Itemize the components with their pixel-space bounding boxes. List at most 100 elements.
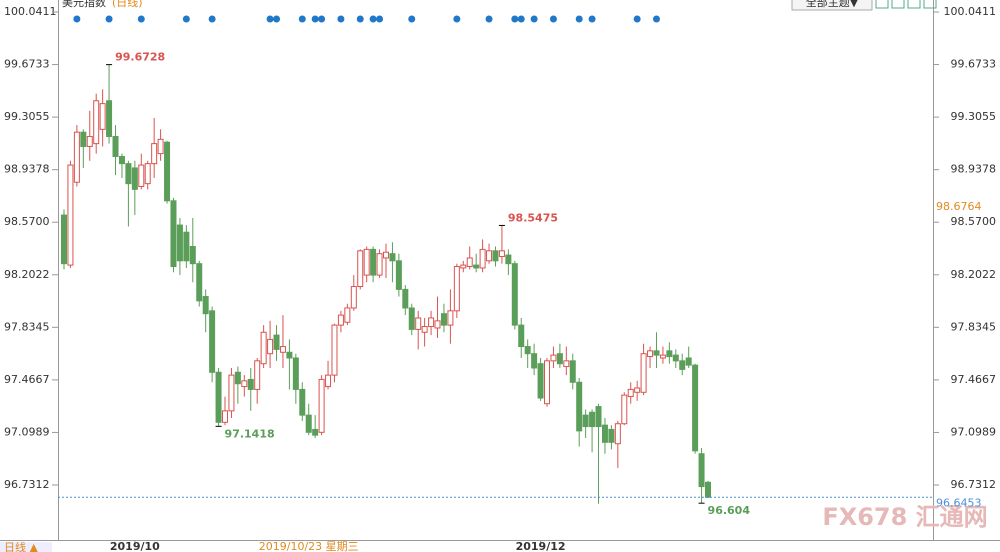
event-marker bbox=[182, 15, 190, 23]
candle-body bbox=[350, 286, 357, 309]
candle-body bbox=[415, 317, 422, 330]
candle-body bbox=[189, 246, 196, 265]
period-button[interactable]: 日线 ▲ bbox=[4, 540, 38, 552]
candle-body bbox=[518, 324, 525, 348]
candle-body bbox=[640, 353, 647, 393]
event-marker bbox=[517, 15, 525, 23]
candle-body bbox=[421, 326, 428, 333]
candle-body bbox=[705, 481, 711, 498]
candle-body bbox=[453, 266, 460, 312]
candle-body bbox=[524, 346, 531, 355]
candle-body bbox=[312, 428, 319, 436]
candle-body bbox=[151, 143, 158, 165]
candle-body bbox=[614, 423, 621, 445]
candle-body bbox=[357, 250, 364, 288]
y-tick-label-right: 97.0989 bbox=[951, 425, 997, 438]
cursor-date: 2019/10/23 星期三 bbox=[259, 540, 359, 552]
candle-body bbox=[486, 250, 493, 262]
event-marker bbox=[266, 15, 274, 23]
candle-body bbox=[112, 135, 119, 157]
candle-body bbox=[653, 350, 660, 356]
event-marker bbox=[105, 15, 113, 23]
cursor-price: 98.6764 bbox=[936, 200, 982, 213]
candle-body bbox=[582, 414, 589, 428]
y-tick-label-right: 98.2022 bbox=[951, 268, 997, 281]
y-tick-label: 99.3055 bbox=[4, 110, 50, 123]
candle-body bbox=[634, 387, 641, 393]
candle-body bbox=[550, 354, 557, 362]
theme-button-box[interactable] bbox=[791, 0, 873, 11]
candle-body bbox=[215, 371, 222, 423]
candle-body bbox=[685, 357, 692, 366]
candle-body bbox=[466, 257, 473, 268]
candle-body bbox=[363, 248, 370, 276]
y-tick-label-right: 98.9378 bbox=[951, 163, 997, 176]
candle-body bbox=[331, 324, 338, 376]
chart-title: 美元指数 bbox=[62, 0, 106, 9]
annotation-label: 97.1418 bbox=[225, 427, 275, 440]
candle-body bbox=[106, 100, 113, 137]
icon[interactable] bbox=[907, 0, 921, 9]
candle-body bbox=[157, 138, 164, 155]
icon[interactable] bbox=[891, 0, 905, 9]
toolbar-icons[interactable] bbox=[875, 0, 937, 9]
y-tick-label: 98.9378 bbox=[4, 163, 50, 176]
candle-body bbox=[131, 167, 138, 190]
candle-body bbox=[337, 314, 344, 326]
y-tick-label: 96.7312 bbox=[4, 478, 50, 491]
event-marker bbox=[575, 15, 583, 23]
candle-body bbox=[698, 453, 705, 488]
candle-body bbox=[505, 254, 512, 265]
icon[interactable] bbox=[875, 0, 889, 9]
candle-body bbox=[544, 360, 550, 405]
y-tick-label-right: 98.5700 bbox=[951, 215, 997, 228]
event-marker bbox=[208, 15, 216, 23]
candle-body bbox=[138, 164, 145, 187]
candle-body bbox=[679, 360, 686, 370]
x-tick-label: 2019/12 bbox=[516, 540, 566, 552]
candle-body bbox=[672, 354, 679, 362]
event-marker bbox=[369, 15, 377, 23]
candle-body bbox=[408, 307, 415, 330]
candle-body bbox=[498, 250, 505, 258]
candle-body bbox=[395, 260, 402, 290]
event-marker bbox=[337, 15, 345, 23]
candle-body bbox=[73, 131, 80, 183]
candle-body bbox=[267, 338, 274, 355]
candle-body bbox=[196, 263, 203, 302]
candle-body bbox=[563, 360, 570, 368]
candle-body bbox=[511, 263, 518, 326]
event-marker bbox=[652, 15, 660, 23]
annotation-label: 96.604 bbox=[708, 504, 751, 517]
period-button-box[interactable] bbox=[0, 542, 52, 552]
candle-body bbox=[428, 317, 435, 328]
icon[interactable] bbox=[923, 0, 937, 9]
candle-body bbox=[99, 103, 106, 130]
candle-body bbox=[279, 346, 286, 353]
candle-body bbox=[80, 131, 87, 147]
y-tick-label-right: 97.8345 bbox=[951, 320, 997, 333]
candle-body bbox=[556, 353, 563, 365]
x-tick-label: 2019/10 bbox=[110, 540, 160, 552]
event-marker bbox=[408, 15, 416, 23]
event-marker bbox=[73, 15, 81, 23]
y-tick-label-right: 99.6733 bbox=[951, 58, 997, 71]
candle-body bbox=[325, 374, 332, 388]
candle-body bbox=[383, 251, 389, 259]
y-tick-label-right: 99.3055 bbox=[951, 110, 997, 123]
event-marker bbox=[588, 15, 596, 23]
candle-body bbox=[176, 224, 183, 262]
candle-body bbox=[595, 406, 602, 428]
y-tick-label-right: 96.7312 bbox=[951, 478, 997, 491]
y-tick-label-right: 100.0411 bbox=[944, 5, 997, 18]
event-marker bbox=[311, 15, 319, 23]
event-marker bbox=[530, 15, 538, 23]
candle-body bbox=[234, 371, 241, 385]
theme-button[interactable]: 全部主题▼ bbox=[806, 0, 859, 9]
y-tick-label: 97.8345 bbox=[4, 320, 50, 333]
candle-body bbox=[621, 394, 628, 425]
candle-body bbox=[447, 310, 454, 326]
candle-body bbox=[601, 424, 608, 443]
